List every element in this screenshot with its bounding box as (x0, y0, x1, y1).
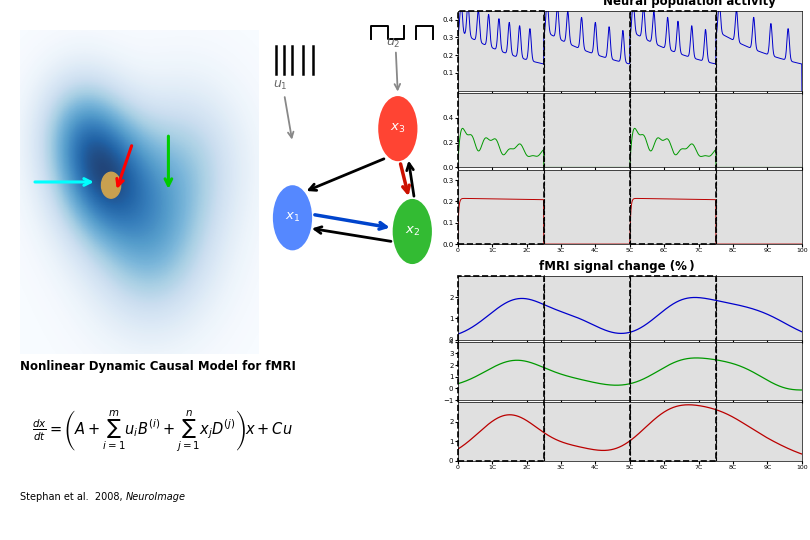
Text: $\frac{dx}{dt} = \left( A + \sum_{i=1}^{m} u_i B^{(i)} + \sum_{j=1}^{n} x_j D^{(: $\frac{dx}{dt} = \left( A + \sum_{i=1}^{… (32, 409, 293, 454)
Circle shape (273, 185, 312, 251)
Circle shape (378, 96, 417, 161)
Text: NeuroImage: NeuroImage (126, 491, 185, 502)
Circle shape (393, 199, 432, 264)
Text: Neural population activity: Neural population activity (603, 0, 776, 8)
Text: $x_2$: $x_2$ (405, 225, 420, 238)
Circle shape (101, 172, 121, 198)
Text: Nonlinear Dynamic Causal Model for fMRI: Nonlinear Dynamic Causal Model for fMRI (20, 360, 296, 373)
Text: fMRI signal change (% ): fMRI signal change (% ) (539, 260, 694, 273)
Text: $x_1$: $x_1$ (285, 211, 300, 224)
Text: Stephan et al.  2008,: Stephan et al. 2008, (20, 491, 126, 502)
Text: $x_3$: $x_3$ (390, 122, 406, 135)
Text: $u_2$: $u_2$ (386, 37, 401, 50)
Text: $u_1$: $u_1$ (273, 78, 288, 92)
